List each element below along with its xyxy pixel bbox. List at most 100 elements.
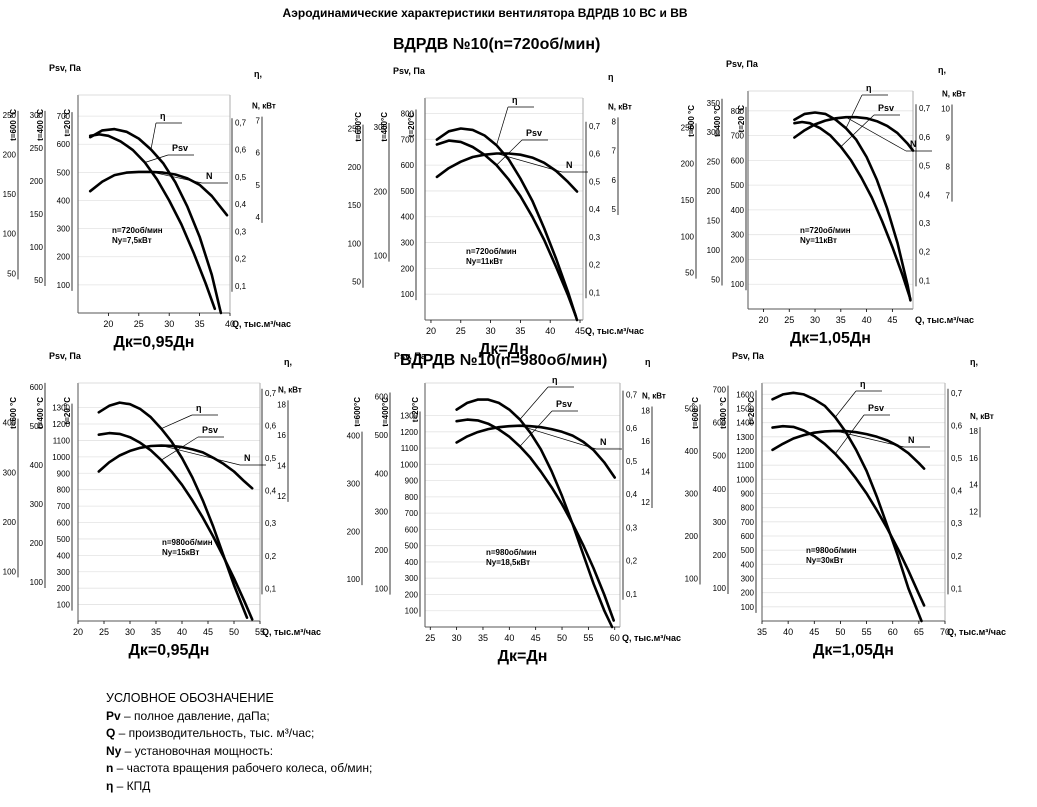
temperature-label: t=20 °C xyxy=(63,397,72,425)
chart-caption: Дк=0,95Дн xyxy=(114,334,195,351)
power-curve xyxy=(771,429,926,470)
power-curve xyxy=(793,115,915,152)
x-tick-label: 45 xyxy=(887,315,897,325)
power-tick-label: 7 xyxy=(612,147,617,156)
power-curve-label: N xyxy=(206,171,213,181)
pressure-tick-label: 500 xyxy=(731,181,745,190)
power-curve xyxy=(97,444,254,490)
pressure-tick-label: 300 xyxy=(731,231,745,240)
pressure-tick-label: 600 xyxy=(57,519,71,528)
legend-text: – частота вращения рабочего колеса, об/м… xyxy=(113,761,373,776)
pressure-tick-label: 300 xyxy=(57,225,71,234)
psv-curve-label: Psv xyxy=(202,425,218,435)
pressure-tick-label: 100 xyxy=(30,578,44,587)
power-curve-label: N xyxy=(910,139,917,149)
eta-tick-label: 0,6 xyxy=(265,421,277,430)
eta-tick-label: 0,5 xyxy=(626,457,638,466)
eta-tick-label: 0,4 xyxy=(626,490,638,499)
pressure-tick-label: 1300 xyxy=(400,412,418,421)
pressure-curve xyxy=(97,431,254,621)
pressure-curve xyxy=(435,139,578,318)
pressure-tick-label: 500 xyxy=(741,546,755,555)
pressure-tick-label: 200 xyxy=(30,539,44,548)
temperature-label: t=400 °C xyxy=(713,105,722,137)
legend-item-pv: Pv – полное давление, даПа; xyxy=(106,708,372,726)
rpm-note: n=720об/мин xyxy=(800,226,851,235)
power-tick-label: 14 xyxy=(641,467,650,476)
psv-curve-label: Psv xyxy=(556,399,572,409)
legend-text: – производительность, тыс. м³/час; xyxy=(115,726,315,741)
chart-720-dk105: 20 25 30 35 40 45 Q, тыс.м³/час Дк=1,05Дн 50 100 1… xyxy=(681,59,974,347)
pressure-tick-label: 800 xyxy=(405,493,419,502)
x-tick-label: 50 xyxy=(229,627,239,637)
chart-caption: Дк=1,05Дн xyxy=(790,330,871,347)
x-tick-label: 35 xyxy=(515,326,525,336)
x-tick-label: 20 xyxy=(426,326,436,336)
leader-line xyxy=(519,386,549,420)
x-tick-label: 40 xyxy=(177,627,187,637)
pressure-tick-label: 300 xyxy=(347,479,361,488)
leader-line xyxy=(161,436,199,461)
pressure-tick-label: 200 xyxy=(405,590,419,599)
pressure-tick-label: 300 xyxy=(685,490,699,499)
pressure-tick-label: 800 xyxy=(401,109,415,118)
psv-axis-title: Psv, Па xyxy=(49,63,82,73)
pressure-tick-label: 100 xyxy=(681,232,695,241)
eta-tick-label: 0,4 xyxy=(589,205,601,214)
pressure-tick-label: 200 xyxy=(374,187,388,196)
eta-tick-label: 0,3 xyxy=(951,519,963,528)
legend-symbol: η xyxy=(106,778,114,793)
pressure-tick-label: 200 xyxy=(685,532,699,541)
pressure-tick-label: 700 xyxy=(741,518,755,527)
eta-tick-label: 0,1 xyxy=(951,584,963,593)
pressure-tick-label: 700 xyxy=(57,502,71,511)
leader-line xyxy=(496,139,523,166)
pressure-tick-label: 800 xyxy=(741,504,755,513)
efficiency-curve xyxy=(793,111,912,302)
pressure-tick-label: 250 xyxy=(681,123,695,132)
pressure-tick-label: 400 xyxy=(685,447,699,456)
pressure-curve xyxy=(88,133,217,311)
temperature-label: t=20 °C xyxy=(747,397,756,425)
row-title-720: ВДРДВ №10(n=720об/мин) xyxy=(393,36,601,53)
x-axis-label: Q, тыс.м³/час xyxy=(915,315,974,325)
psv-axis-title: Psv, Па xyxy=(393,66,426,76)
eta-tick-label: 0,6 xyxy=(919,133,931,142)
installed-power-note: Ny=18,5кВт xyxy=(486,558,530,567)
x-tick-label: 30 xyxy=(125,627,135,637)
pressure-tick-label: 400 xyxy=(713,485,727,494)
pressure-tick-label: 300 xyxy=(713,518,727,527)
pressure-tick-label: 1200 xyxy=(52,420,70,429)
power-curve-label: N xyxy=(908,435,915,445)
pressure-tick-label: 700 xyxy=(405,509,419,518)
pressure-tick-label: 100 xyxy=(374,252,388,261)
psv-curve-label: Psv xyxy=(878,103,894,113)
legend-symbol: Q xyxy=(106,726,116,741)
temperature-label: t=20°C xyxy=(407,112,416,137)
pressure-tick-label: 150 xyxy=(3,190,17,199)
eta-tick-label: 0,2 xyxy=(265,552,277,561)
pressure-tick-label: 400 xyxy=(57,551,71,560)
pressure-tick-label: 1400 xyxy=(736,419,754,428)
power-curve-label: N xyxy=(244,453,251,463)
eta-curve-label: η xyxy=(552,375,558,385)
legend-symbol: Ny xyxy=(106,743,122,758)
leader-line xyxy=(144,154,169,163)
power-axis-title: N, кВт xyxy=(970,412,994,421)
power-tick-label: 12 xyxy=(969,507,978,516)
eta-tick-label: 0,4 xyxy=(235,200,247,209)
pressure-tick-label: 1600 xyxy=(736,390,754,399)
pressure-tick-label: 250 xyxy=(348,125,362,134)
temperature-label: t=600 °C xyxy=(691,397,700,429)
pressure-tick-label: 600 xyxy=(405,525,419,534)
leader-line xyxy=(519,425,597,450)
pressure-tick-label: 1000 xyxy=(736,475,754,484)
power-tick-label: 12 xyxy=(277,492,286,501)
leader-line xyxy=(150,122,157,150)
power-tick-label: 10 xyxy=(941,104,950,113)
pressure-tick-label: 400 xyxy=(731,206,745,215)
eta-tick-label: 0,6 xyxy=(626,424,638,433)
eta-axis-title: η xyxy=(645,357,651,367)
pressure-tick-label: 500 xyxy=(401,187,415,196)
pressure-tick-label: 50 xyxy=(685,269,694,278)
